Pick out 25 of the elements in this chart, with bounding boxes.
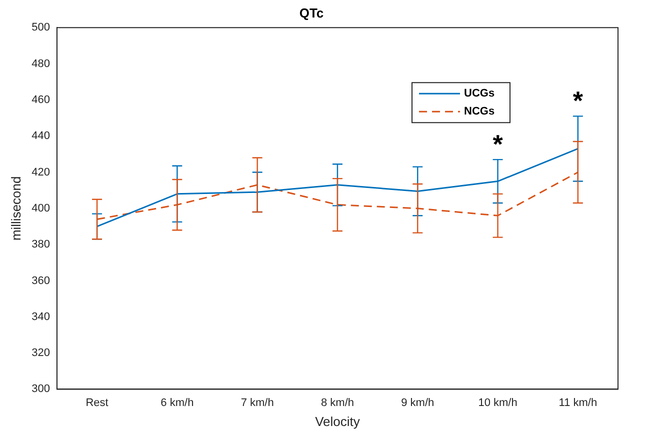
x-tick-label: 9 km/h — [401, 396, 434, 409]
x-tick-label: 11 km/h — [558, 396, 598, 409]
y-tick-label: 380 — [32, 238, 50, 251]
x-tick-label: 7 km/h — [240, 396, 274, 409]
x-axis-title: Velocity — [315, 414, 360, 429]
y-tick-label: 460 — [32, 94, 50, 106]
y-axis-title: millisecond — [8, 176, 24, 241]
y-tick-label: 480 — [32, 58, 50, 70]
y-tick-label: 340 — [32, 310, 50, 323]
x-tick-label: 6 km/h — [160, 396, 194, 409]
annotation: * — [492, 128, 504, 159]
y-tick-label: 400 — [32, 202, 50, 214]
x-tick-label: 8 km/h — [320, 396, 354, 409]
y-tick-label: 500 — [32, 22, 50, 34]
y-tick-label: 300 — [32, 383, 50, 396]
legend-label: NCGs — [464, 106, 495, 118]
y-tick-label: 420 — [32, 166, 50, 178]
x-tick-label: Rest — [86, 396, 108, 409]
annotation: * — [572, 85, 584, 116]
legend-label: UCGs — [464, 88, 495, 100]
chart-title: QTc — [299, 5, 324, 20]
y-tick-label: 440 — [32, 130, 50, 142]
y-tick-label: 360 — [32, 274, 50, 287]
y-tick-label: 320 — [32, 347, 50, 360]
x-tick-label: 10 km/h — [478, 396, 518, 409]
